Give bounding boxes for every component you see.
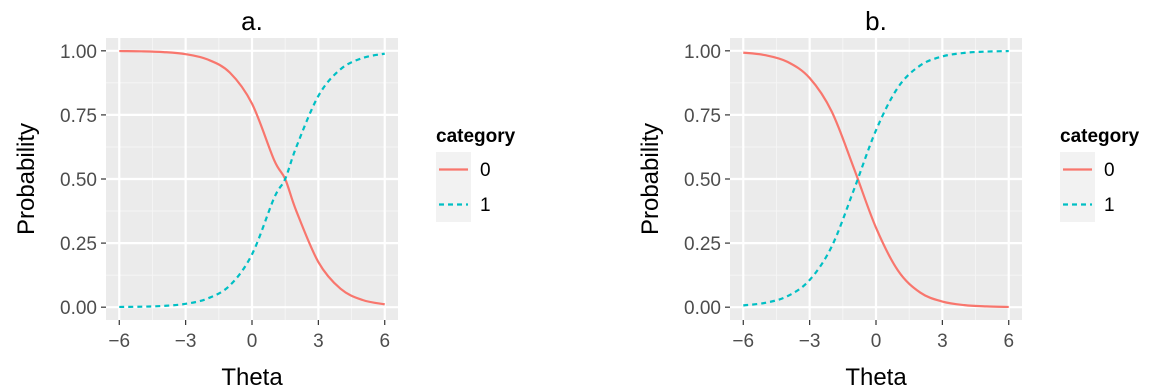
panel-title: a. xyxy=(241,6,263,36)
legend-title: category xyxy=(436,126,516,147)
y-tick-label: 0.00 xyxy=(60,298,97,319)
legend-label: 0 xyxy=(1104,160,1115,181)
series-line-category-0 xyxy=(119,49,385,306)
legend: category 0 1 xyxy=(436,126,516,222)
x-axis-title: Theta xyxy=(845,364,907,390)
y-tick-label: 0.75 xyxy=(60,106,97,127)
y-tick-label: 0.50 xyxy=(60,170,97,191)
series-line-category-1 xyxy=(119,52,385,309)
x-tick-label: 0 xyxy=(247,331,258,352)
x-tick-label: 3 xyxy=(937,331,948,352)
x-tick-label: 3 xyxy=(313,331,324,352)
y-tick-label: 1.00 xyxy=(684,42,721,63)
legend-title: category xyxy=(1060,126,1140,147)
y-tick-label: 0.50 xyxy=(684,170,721,191)
y-tick-label: 0.25 xyxy=(684,234,721,255)
legend-label: 1 xyxy=(480,195,491,216)
y-tick-label: 0.75 xyxy=(684,106,721,127)
x-axis-title: Theta xyxy=(221,364,283,390)
series-line-category-1 xyxy=(743,49,1009,307)
y-axis-title: Probability xyxy=(637,123,664,235)
x-tick-label: −3 xyxy=(175,331,197,352)
x-tick-label: −6 xyxy=(732,331,754,352)
panel-b: −6 −3 0 3 6 0.00 0.25 0.50 0.75 1.00 b. Theta Probab… xyxy=(637,6,1140,390)
y-tick-label: 1.00 xyxy=(60,42,97,63)
x-tick-label: 6 xyxy=(379,331,390,352)
x-tick-label: 0 xyxy=(871,331,882,352)
x-tick-label: −6 xyxy=(108,331,130,352)
x-tick-label: −3 xyxy=(799,331,821,352)
legend-label: 1 xyxy=(1104,195,1115,216)
y-axis-title: Probability xyxy=(13,123,40,235)
panel-title: b. xyxy=(865,6,887,36)
y-tick-label: 0.00 xyxy=(684,298,721,319)
y-tick-label: 0.25 xyxy=(60,234,97,255)
series-line-category-0 xyxy=(743,51,1009,309)
legend-label: 0 xyxy=(480,160,491,181)
legend: category 0 1 xyxy=(1060,126,1140,222)
x-tick-label: 6 xyxy=(1003,331,1014,352)
panel-a: −6 −3 0 3 6 0.00 0.25 0.50 0.75 1.00 a. Theta Probab… xyxy=(13,6,516,390)
